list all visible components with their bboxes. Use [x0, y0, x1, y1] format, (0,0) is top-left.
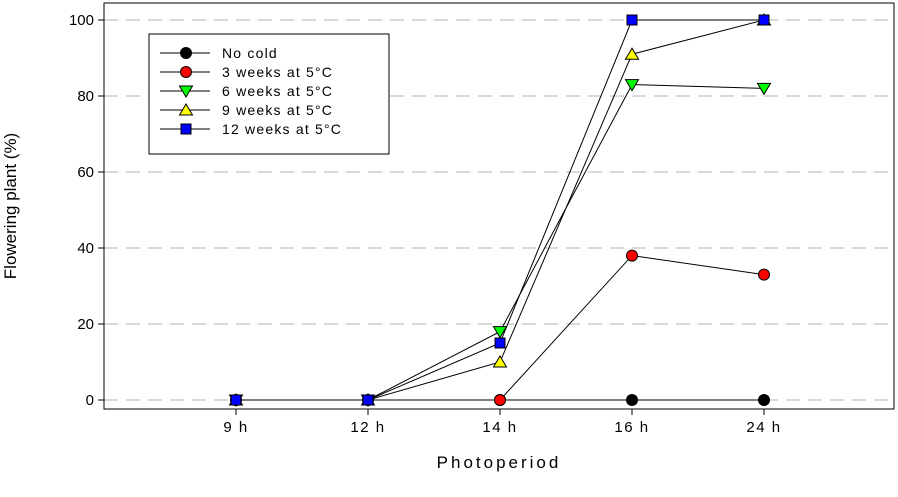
- legend-marker: [180, 123, 192, 135]
- y-tick-label: 60: [77, 164, 94, 181]
- x-tick-label: 16 h: [614, 419, 649, 436]
- legend-marker: [180, 66, 192, 78]
- y-tick-label: 0: [86, 392, 94, 409]
- legend-marker: [178, 103, 194, 116]
- y-tick-label: 40: [77, 240, 94, 257]
- y-axis-title: Flowering plant (%): [1, 133, 20, 279]
- data-point: [494, 394, 506, 406]
- data-point: [230, 394, 242, 406]
- x-tick-label: 24 h: [746, 419, 781, 436]
- legend-label: 6 weeks at 5°C: [222, 83, 333, 99]
- data-point: [758, 394, 770, 406]
- data-point: [492, 355, 508, 368]
- data-point: [626, 249, 638, 262]
- x-tick-label: 14 h: [482, 419, 517, 436]
- x-tick-label: 9 h: [223, 419, 248, 436]
- series-5: [230, 14, 770, 406]
- legend-item: No cold: [160, 45, 278, 61]
- legend-label: 9 weeks at 5°C: [222, 102, 333, 118]
- y-tick-label: 80: [77, 88, 94, 105]
- series-layer: [228, 13, 772, 407]
- legend-marker: [180, 47, 192, 59]
- legend-item: 3 weeks at 5°C: [160, 64, 333, 80]
- legend-marker: [178, 85, 194, 98]
- data-point: [624, 47, 640, 60]
- legend-item: 9 weeks at 5°C: [160, 102, 333, 118]
- x-tick-label: 12 h: [350, 419, 385, 436]
- plot-area: [103, 2, 895, 410]
- data-point: [492, 326, 508, 339]
- legend-item: 12 weeks at 5°C: [160, 121, 342, 137]
- x-axis-title: Photoperiod: [437, 453, 562, 472]
- y-tick-label: 100: [69, 12, 94, 29]
- legend-label: No cold: [222, 45, 278, 61]
- data-point: [494, 337, 506, 349]
- legend: No cold 3 weeks at 5°C 6 weeks at 5°C 9 wee…: [148, 33, 390, 155]
- data-point: [626, 394, 638, 406]
- axes: 0 20 40 60 80 100 9 h 12 h 14 h 16 h 24 h: [69, 12, 781, 436]
- data-point: [758, 14, 770, 26]
- legend-item: 6 weeks at 5°C: [160, 83, 333, 99]
- data-point: [756, 82, 772, 96]
- y-tick-label: 20: [77, 316, 94, 333]
- legend-label: 3 weeks at 5°C: [222, 64, 333, 80]
- data-point: [624, 79, 640, 92]
- data-point: [758, 268, 770, 281]
- data-point: [626, 14, 638, 26]
- legend-label: 12 weeks at 5°C: [222, 121, 342, 137]
- data-point: [362, 394, 374, 406]
